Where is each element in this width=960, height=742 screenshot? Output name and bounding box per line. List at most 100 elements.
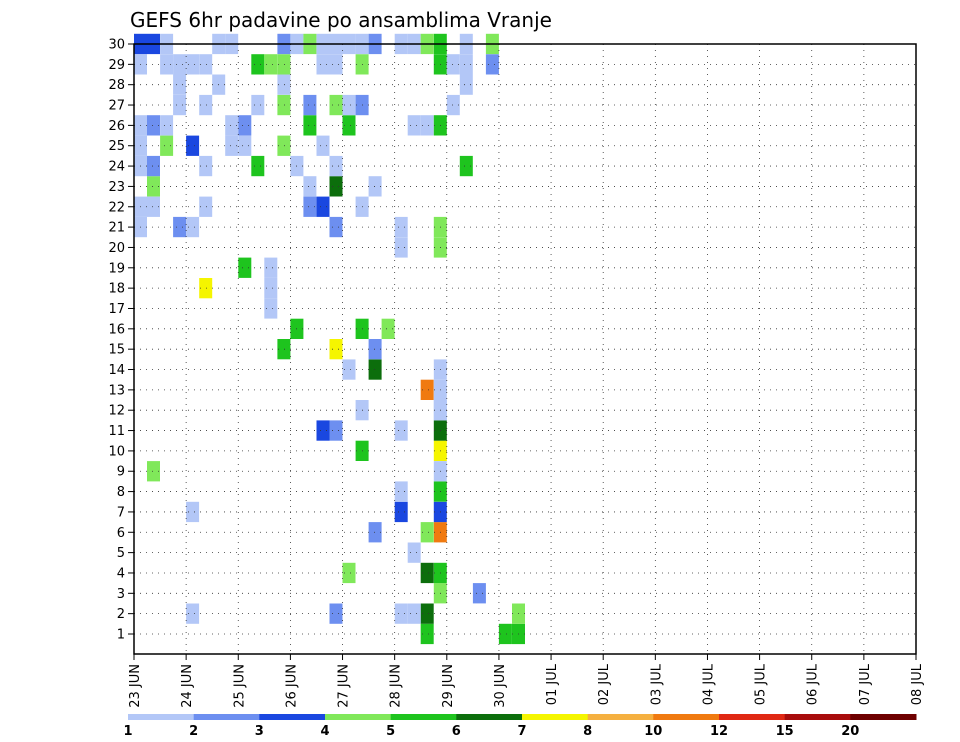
precip-cell — [199, 278, 213, 299]
legend-swatch — [390, 714, 457, 720]
plot-cells — [134, 33, 525, 645]
precip-cell — [173, 54, 187, 75]
precip-cell — [459, 54, 473, 75]
y-tick-label: 20 — [108, 241, 125, 256]
precip-cell — [251, 94, 265, 116]
precip-cell — [420, 115, 434, 136]
x-tick-label: 29 JUN — [441, 664, 456, 708]
y-tick-label: 26 — [108, 119, 125, 134]
precip-cell — [303, 94, 317, 116]
precip-cell — [186, 603, 200, 624]
precip-cell — [316, 196, 330, 217]
legend-label: 6 — [452, 724, 461, 739]
precip-cell — [420, 623, 434, 645]
precip-cell — [225, 115, 239, 136]
x-tick-label: 25 JUN — [232, 664, 247, 708]
legend-swatch — [653, 714, 720, 720]
precip-cell — [498, 623, 512, 645]
precip-cell — [160, 115, 174, 136]
precip-cell — [186, 216, 200, 238]
precip-cell — [368, 522, 382, 543]
precip-cell — [238, 115, 252, 136]
precip-cell — [160, 54, 174, 75]
x-tick-label: 03 JUL — [649, 663, 664, 705]
legend-label: 8 — [583, 724, 592, 739]
precip-cell — [277, 339, 291, 360]
x-axis-ticks: 23 JUN 24 JUN 25 JUN 26 JUN 27 JUN 28 JUN 29 J… — [128, 654, 925, 708]
x-tick-label: 26 JUN — [284, 664, 299, 708]
precip-cell — [199, 155, 213, 177]
y-tick-label: 21 — [108, 221, 125, 236]
precip-cell — [368, 359, 382, 380]
legend-label: 10 — [644, 724, 662, 739]
precip-cell — [173, 94, 187, 116]
x-tick-label: 08 JUL — [910, 663, 925, 705]
legend-label: 5 — [386, 724, 395, 739]
precip-cell — [420, 603, 434, 624]
precip-cell — [264, 54, 278, 75]
legend-label: 7 — [517, 724, 526, 739]
precip-cell — [420, 562, 434, 584]
legend-label: 1 — [123, 724, 132, 739]
precip-cell — [199, 94, 213, 116]
x-tick-label: 06 JUL — [806, 663, 821, 705]
y-tick-label: 5 — [117, 546, 125, 561]
precip-cell — [251, 155, 265, 177]
precip-cell — [147, 461, 160, 482]
x-tick-label: 28 JUN — [389, 664, 404, 708]
precip-cell — [446, 54, 460, 75]
legend-label: 12 — [710, 724, 728, 739]
precip-cell — [186, 54, 200, 75]
precip-cell — [173, 216, 187, 238]
chart-title: GEFS 6hr padavine po ansamblima Vranje — [130, 8, 552, 32]
precip-cell — [381, 318, 395, 339]
legend-swatch — [850, 714, 917, 720]
y-tick-label: 30 — [108, 38, 125, 53]
precip-cell — [407, 603, 421, 624]
y-tick-label: 2 — [117, 607, 125, 622]
y-tick-label: 3 — [117, 587, 125, 602]
precip-cell — [251, 54, 265, 75]
y-tick-label: 4 — [117, 566, 125, 581]
y-tick-label: 17 — [108, 302, 125, 317]
x-tick-label: 24 JUN — [180, 664, 195, 708]
precip-cell — [329, 94, 343, 116]
precip-cell — [394, 237, 408, 258]
y-tick-label: 14 — [108, 363, 125, 378]
y-tick-label: 18 — [108, 282, 125, 297]
precip-cell — [160, 135, 174, 156]
y-tick-label: 28 — [108, 78, 125, 93]
precip-cell — [173, 74, 187, 95]
y-tick-label: 24 — [108, 160, 125, 175]
y-tick-label: 23 — [108, 180, 125, 195]
precip-cell — [199, 54, 213, 75]
precip-cell — [225, 135, 239, 156]
precip-cell — [316, 135, 330, 156]
y-tick-label: 25 — [108, 139, 125, 154]
plot-grid — [134, 43, 916, 654]
y-tick-label: 27 — [108, 99, 125, 114]
precip-cell — [407, 542, 421, 563]
precip-cell — [303, 196, 317, 217]
precip-cell — [238, 135, 252, 156]
y-tick-label: 10 — [108, 444, 125, 459]
y-tick-label: 19 — [108, 261, 125, 276]
x-tick-label: 27 JUN — [337, 664, 352, 708]
precip-cell — [316, 54, 330, 75]
precip-cell — [329, 176, 343, 197]
precip-cell — [394, 216, 408, 238]
precip-cell — [199, 196, 213, 217]
y-tick-label: 13 — [108, 383, 125, 398]
y-tick-label: 15 — [108, 343, 125, 358]
x-tick-label: 01 JUL — [545, 663, 560, 705]
legend-swatch — [522, 714, 589, 720]
precip-cell — [264, 298, 278, 319]
legend-label: 15 — [776, 724, 794, 739]
precip-cell — [394, 420, 408, 441]
precip-cell — [147, 176, 160, 197]
precip-cell — [277, 135, 291, 156]
precip-cell — [446, 94, 460, 116]
precip-cell — [303, 176, 317, 197]
x-tick-label: 04 JUL — [701, 663, 716, 705]
y-tick-label: 1 — [117, 628, 125, 643]
